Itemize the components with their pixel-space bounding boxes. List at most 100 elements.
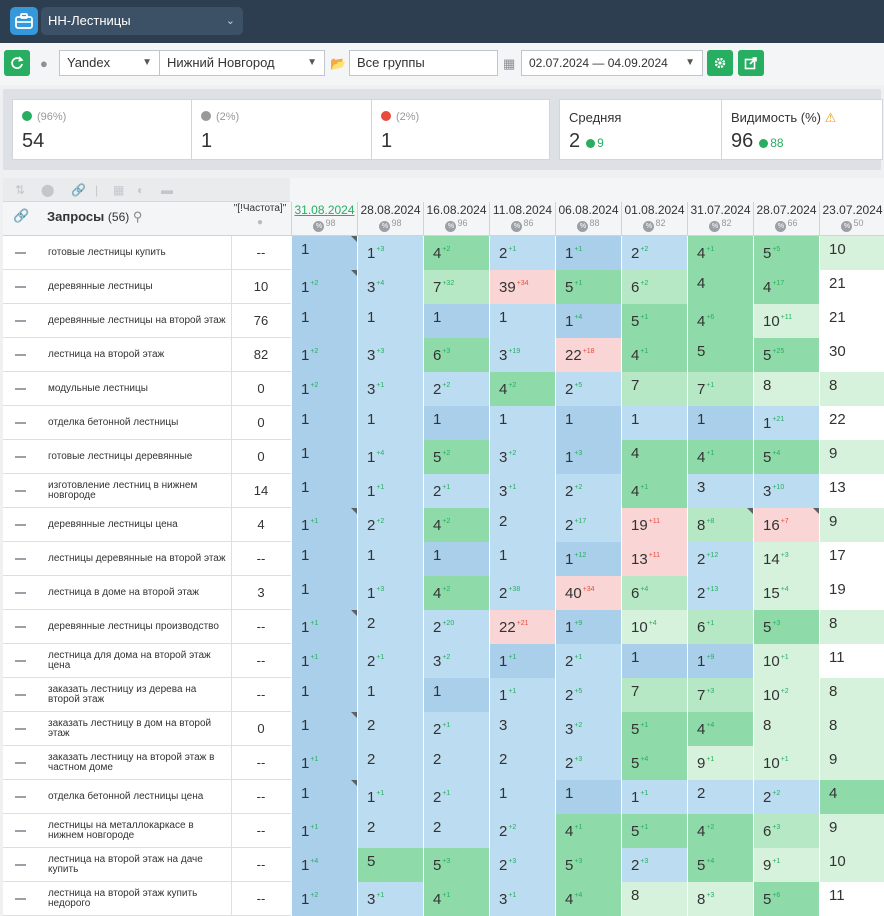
- table-row[interactable]: лестница на второй этаж на даче купить --…: [3, 848, 884, 882]
- position-cell[interactable]: 4+6: [687, 304, 753, 338]
- position-cell[interactable]: 3+1: [489, 882, 555, 916]
- position-cell[interactable]: 3+1: [489, 474, 555, 508]
- position-cell[interactable]: 2: [489, 508, 555, 542]
- position-cell[interactable]: 4: [819, 780, 884, 814]
- date-column-header[interactable]: 31.07.2024% 82: [687, 202, 753, 236]
- position-cell[interactable]: 1+4: [291, 848, 357, 882]
- table-row[interactable]: лестница для дома на второй этаж цена -- 1…: [3, 644, 884, 678]
- table-row[interactable]: заказать лестницу в дом на второй этаж 0 1…: [3, 712, 884, 746]
- table-row[interactable]: лестница на второй этаж купить недорого -…: [3, 882, 884, 916]
- position-cell[interactable]: 3+2: [555, 712, 621, 746]
- toggle-icon[interactable]: ⬤: [41, 183, 55, 197]
- position-cell[interactable]: 1+9: [687, 644, 753, 678]
- position-cell[interactable]: 3: [687, 474, 753, 508]
- position-cell[interactable]: 4+2: [489, 372, 555, 406]
- table-row[interactable]: лестницы на металлокаркасе в нижнем новг…: [3, 814, 884, 848]
- position-cell[interactable]: 1+3: [555, 440, 621, 474]
- position-cell[interactable]: 22+18: [555, 338, 621, 372]
- position-cell[interactable]: 2+20: [423, 610, 489, 644]
- minus-icon[interactable]: [15, 728, 26, 730]
- minus-icon[interactable]: [15, 660, 26, 662]
- position-cell[interactable]: 2: [357, 712, 423, 746]
- position-cell[interactable]: 2: [423, 814, 489, 848]
- table-row[interactable]: отделка бетонной лестницы цена -- 1 1+1 2+1 1…: [3, 780, 884, 814]
- position-cell[interactable]: 1+2: [291, 882, 357, 916]
- position-cell[interactable]: 2: [687, 780, 753, 814]
- date-column-header[interactable]: 28.07.2024% 66: [753, 202, 819, 236]
- position-cell[interactable]: 19: [819, 576, 884, 610]
- export-button[interactable]: [738, 50, 764, 76]
- position-cell[interactable]: 4+1: [687, 440, 753, 474]
- minus-icon[interactable]: [15, 830, 26, 832]
- minus-icon[interactable]: [15, 388, 26, 390]
- position-cell[interactable]: 8: [819, 712, 884, 746]
- position-cell[interactable]: 2+1: [555, 644, 621, 678]
- date-column-header[interactable]: 06.08.2024% 88: [555, 202, 621, 236]
- position-cell[interactable]: 7+32: [423, 270, 489, 304]
- position-cell[interactable]: 1+4: [357, 440, 423, 474]
- minus-icon[interactable]: [15, 762, 26, 764]
- minus-icon[interactable]: [15, 490, 26, 492]
- position-cell[interactable]: 1+12: [555, 542, 621, 576]
- position-cell[interactable]: 3+19: [489, 338, 555, 372]
- project-selector[interactable]: НН-Лестницы ⌄: [41, 7, 243, 35]
- position-cell[interactable]: 5: [687, 338, 753, 372]
- position-cell[interactable]: 2+2: [423, 372, 489, 406]
- grid-icon[interactable]: ▦: [113, 183, 125, 197]
- position-cell[interactable]: 1: [357, 678, 423, 712]
- table-row[interactable]: лестница на второй этаж 82 1+2 3+3 6+3 3+19 22…: [3, 338, 884, 372]
- warning-icon[interactable]: ⚠: [824, 110, 837, 125]
- position-cell[interactable]: 4+2: [687, 814, 753, 848]
- minus-icon[interactable]: [15, 524, 26, 526]
- date-column-header[interactable]: 01.08.2024% 82: [621, 202, 687, 236]
- group-select[interactable]: Все группы: [349, 50, 498, 76]
- settings-button[interactable]: [707, 50, 733, 76]
- position-cell[interactable]: 2+3: [555, 746, 621, 780]
- position-cell[interactable]: 16+7: [753, 508, 819, 542]
- position-cell[interactable]: 3+2: [489, 440, 555, 474]
- minus-icon[interactable]: [15, 796, 26, 798]
- position-cell[interactable]: 1+3: [357, 236, 423, 270]
- position-cell[interactable]: 1+2: [291, 338, 357, 372]
- position-cell[interactable]: 4: [621, 440, 687, 474]
- position-cell[interactable]: 1: [357, 406, 423, 440]
- position-cell[interactable]: 10+4: [621, 610, 687, 644]
- position-cell[interactable]: 13: [819, 474, 884, 508]
- position-cell[interactable]: 22: [819, 406, 884, 440]
- table-row[interactable]: лестницы деревянные на второй этаж -- 1 1 1 1…: [3, 542, 884, 576]
- table-row[interactable]: готовые лестницы купить -- 1 1+3 4+2 2+1 1+1 2+…: [3, 236, 884, 270]
- position-cell[interactable]: 10+1: [753, 746, 819, 780]
- position-cell[interactable]: 2+1: [423, 712, 489, 746]
- position-cell[interactable]: 30: [819, 338, 884, 372]
- position-cell[interactable]: 5+4: [687, 848, 753, 882]
- position-cell[interactable]: 2+5: [555, 678, 621, 712]
- position-cell[interactable]: 5+1: [621, 304, 687, 338]
- position-cell[interactable]: 1: [489, 542, 555, 576]
- minus-icon[interactable]: [15, 456, 26, 458]
- minus-icon[interactable]: [15, 864, 26, 866]
- position-cell[interactable]: 1+9: [555, 610, 621, 644]
- position-cell[interactable]: 1+21: [753, 406, 819, 440]
- position-cell[interactable]: 1: [555, 780, 621, 814]
- position-cell[interactable]: 22+21: [489, 610, 555, 644]
- position-cell[interactable]: 9: [819, 440, 884, 474]
- position-cell[interactable]: 7+1: [687, 372, 753, 406]
- position-cell[interactable]: 2: [423, 746, 489, 780]
- position-cell[interactable]: 9: [819, 746, 884, 780]
- position-cell[interactable]: 1+1: [357, 780, 423, 814]
- position-cell[interactable]: 8: [753, 372, 819, 406]
- position-cell[interactable]: 3+2: [423, 644, 489, 678]
- position-cell[interactable]: 10+2: [753, 678, 819, 712]
- position-cell[interactable]: 1: [291, 440, 357, 474]
- position-cell[interactable]: 1: [291, 474, 357, 508]
- position-cell[interactable]: 1: [291, 712, 357, 746]
- position-cell[interactable]: 2+1: [357, 644, 423, 678]
- position-cell[interactable]: 1+1: [621, 780, 687, 814]
- table-row[interactable]: деревянные лестницы 10 1+2 3+4 7+32 39+34 5+1 6…: [3, 270, 884, 304]
- sort-icon[interactable]: ⇅: [15, 183, 26, 197]
- position-cell[interactable]: 1: [291, 780, 357, 814]
- position-cell[interactable]: 5: [357, 848, 423, 882]
- position-cell[interactable]: 5+1: [555, 270, 621, 304]
- position-cell[interactable]: 4+1: [621, 338, 687, 372]
- position-cell[interactable]: 1+1: [291, 746, 357, 780]
